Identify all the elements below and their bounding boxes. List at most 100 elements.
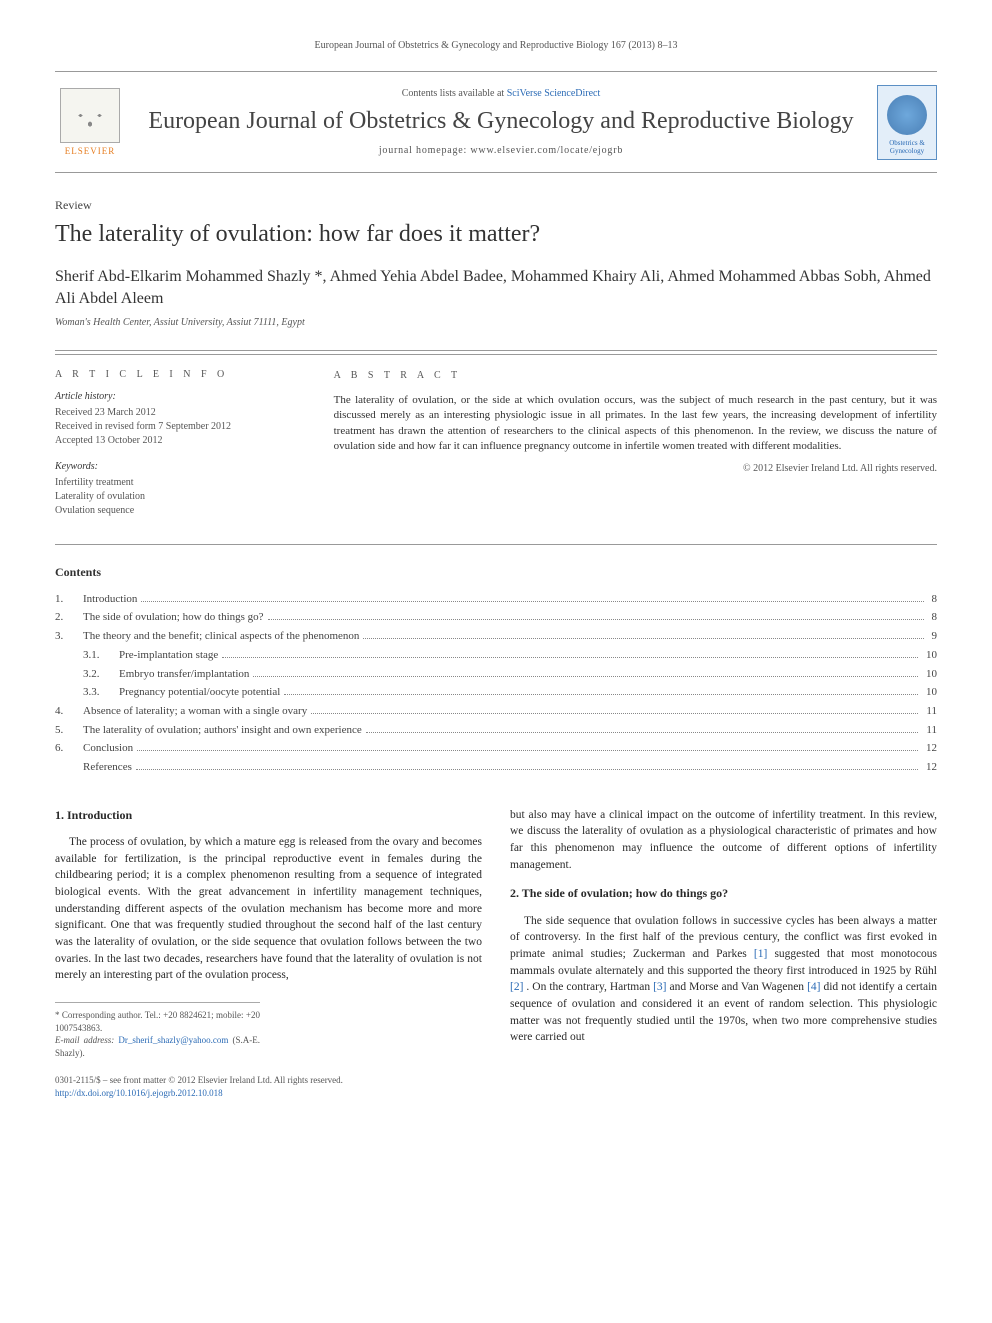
toc-label: Pre-implantation stage [119, 646, 218, 665]
email-line: E-mail address: Dr_sherif_shazly@yahoo.c… [55, 1034, 260, 1059]
keyword: Ovulation sequence [55, 504, 308, 518]
right-column: but also may have a clinical impact on t… [510, 807, 937, 1060]
toc-dots [137, 750, 918, 751]
authors: Sherif Abd-Elkarim Mohammed Shazly *, Ah… [55, 266, 937, 311]
journal-name: European Journal of Obstetrics & Gynecol… [140, 107, 862, 136]
revised-date: Received in revised form 7 September 201… [55, 420, 308, 434]
toc-row[interactable]: 3.1.Pre-implantation stage 10 [55, 646, 937, 665]
body-columns: 1. Introduction The process of ovulation… [55, 807, 937, 1060]
toc-page: 8 [928, 608, 938, 627]
toc-dots [363, 638, 923, 639]
journal-cover-icon[interactable]: Obstetrics & Gynecology [877, 85, 937, 160]
toc-label: The laterality of ovulation; authors' in… [83, 721, 362, 740]
toc-label: Embryo transfer/implantation [119, 665, 249, 684]
footer: 0301-2115/$ – see front matter © 2012 El… [55, 1074, 937, 1099]
s2-text-d: and Morse and Van Wagenen [670, 981, 808, 993]
intro-paragraph: The process of ovulation, by which a mat… [55, 834, 482, 984]
article-info-heading: A R T I C L E I N F O [55, 369, 308, 380]
ref-2-link[interactable]: [2] [510, 981, 523, 993]
toc-page: 11 [922, 721, 937, 740]
toc-dots [253, 676, 918, 677]
toc-number: 1. [55, 590, 83, 609]
toc-dots [136, 769, 918, 770]
article-type: Review [55, 198, 937, 213]
toc-row[interactable]: 3.2.Embryo transfer/implantation10 [55, 665, 937, 684]
affiliation: Woman's Health Center, Assiut University… [55, 317, 937, 328]
history-heading: Article history: [55, 390, 308, 404]
page-citation: European Journal of Obstetrics & Gynecol… [55, 40, 937, 51]
toc-dots [284, 694, 918, 695]
email-label: E-mail address: [55, 1035, 118, 1045]
toc-label: The theory and the benefit; clinical asp… [83, 627, 359, 646]
ejog-globe-icon [887, 95, 927, 135]
section-1-heading: 1. Introduction [55, 807, 482, 824]
doi-link[interactable]: http://dx.doi.org/10.1016/j.ejogrb.2012.… [55, 1088, 223, 1098]
accepted-date: Accepted 13 October 2012 [55, 434, 308, 448]
masthead-center: Contents lists available at SciVerse Sci… [125, 88, 877, 157]
footnotes: * Corresponding author. Tel.: +20 882462… [55, 1002, 260, 1059]
toc-row[interactable]: 3.The theory and the benefit; clinical a… [55, 627, 937, 646]
toc-dots [141, 601, 923, 602]
toc-label: The side of ovulation; how do things go? [83, 608, 264, 627]
front-matter-line: 0301-2115/$ – see front matter © 2012 El… [55, 1074, 937, 1087]
info-abstract-block: A R T I C L E I N F O Article history: R… [55, 350, 937, 545]
toc-row[interactable]: 1.Introduction 8 [55, 590, 937, 609]
table-of-contents: 1.Introduction82.The side of ovulation; … [55, 590, 937, 777]
keywords-heading: Keywords: [55, 460, 308, 474]
elsevier-tree-icon [60, 88, 120, 143]
received-date: Received 23 March 2012 [55, 406, 308, 420]
toc-number: 4. [55, 702, 83, 721]
toc-page: 10 [922, 646, 937, 665]
toc-dots [311, 713, 918, 714]
toc-row[interactable]: 6.Conclusion 12 [55, 739, 937, 758]
s2-text-c: . On the contrary, Hartman [526, 981, 653, 993]
ref-1-link[interactable]: [1] [754, 948, 767, 960]
abstract-text: The laterality of ovulation, or the side… [334, 393, 937, 455]
email-link[interactable]: Dr_sherif_shazly@yahoo.com [118, 1035, 228, 1045]
elsevier-logo[interactable]: ELSEVIER [55, 82, 125, 162]
sciencedirect-link[interactable]: SciVerse ScienceDirect [507, 88, 601, 99]
elsevier-name: ELSEVIER [65, 146, 116, 156]
toc-number: 6. [55, 739, 83, 758]
toc-label: Conclusion [83, 739, 133, 758]
toc-page: 10 [922, 665, 937, 684]
masthead: ELSEVIER Contents lists available at Sci… [55, 71, 937, 173]
contents-prefix: Contents lists available at [402, 88, 507, 99]
keyword: Laterality of ovulation [55, 490, 308, 504]
keyword: Infertility treatment [55, 476, 308, 490]
corresponding-author-note: * Corresponding author. Tel.: +20 882462… [55, 1009, 260, 1034]
toc-row[interactable]: 5.The laterality of ovulation; authors' … [55, 721, 937, 740]
toc-label: References [83, 758, 132, 777]
toc-dots [222, 657, 918, 658]
toc-number: 2. [55, 608, 83, 627]
toc-row[interactable]: 2.The side of ovulation; how do things g… [55, 608, 937, 627]
article-info-column: A R T I C L E I N F O Article history: R… [55, 354, 320, 544]
abstract-copyright: © 2012 Elsevier Ireland Ltd. All rights … [334, 462, 937, 476]
contents-title: Contents [55, 565, 937, 580]
keywords-block: Keywords: Infertility treatment Laterali… [55, 460, 308, 518]
toc-row[interactable]: References 12 [55, 758, 937, 777]
toc-page: 10 [922, 683, 937, 702]
toc-row[interactable]: 4.Absence of laterality; a woman with a … [55, 702, 937, 721]
toc-subnumber: 3.3. [83, 683, 119, 702]
ref-4-link[interactable]: [4] [807, 981, 820, 993]
toc-page: 9 [928, 627, 938, 646]
ref-3-link[interactable]: [3] [653, 981, 666, 993]
toc-page: 8 [928, 590, 938, 609]
toc-label: Absence of laterality; a woman with a si… [83, 702, 307, 721]
left-column: 1. Introduction The process of ovulation… [55, 807, 482, 1060]
toc-label: Pregnancy potential/oocyte potential [119, 683, 280, 702]
section-2-heading: 2. The side of ovulation; how do things … [510, 885, 937, 902]
toc-dots [366, 732, 919, 733]
toc-label: Introduction [83, 590, 137, 609]
ejog-text: Obstetrics & Gynecology [882, 139, 932, 155]
toc-page: 12 [922, 758, 937, 777]
toc-page: 12 [922, 739, 937, 758]
article-title: The laterality of ovulation: how far doe… [55, 221, 937, 248]
section-2-paragraph: The side sequence that ovulation follows… [510, 913, 937, 1046]
toc-number: 5. [55, 721, 83, 740]
toc-row[interactable]: 3.3.Pregnancy potential/oocyte potential… [55, 683, 937, 702]
contents-available: Contents lists available at SciVerse Sci… [140, 88, 862, 99]
toc-page: 11 [922, 702, 937, 721]
toc-subnumber: 3.1. [83, 646, 119, 665]
